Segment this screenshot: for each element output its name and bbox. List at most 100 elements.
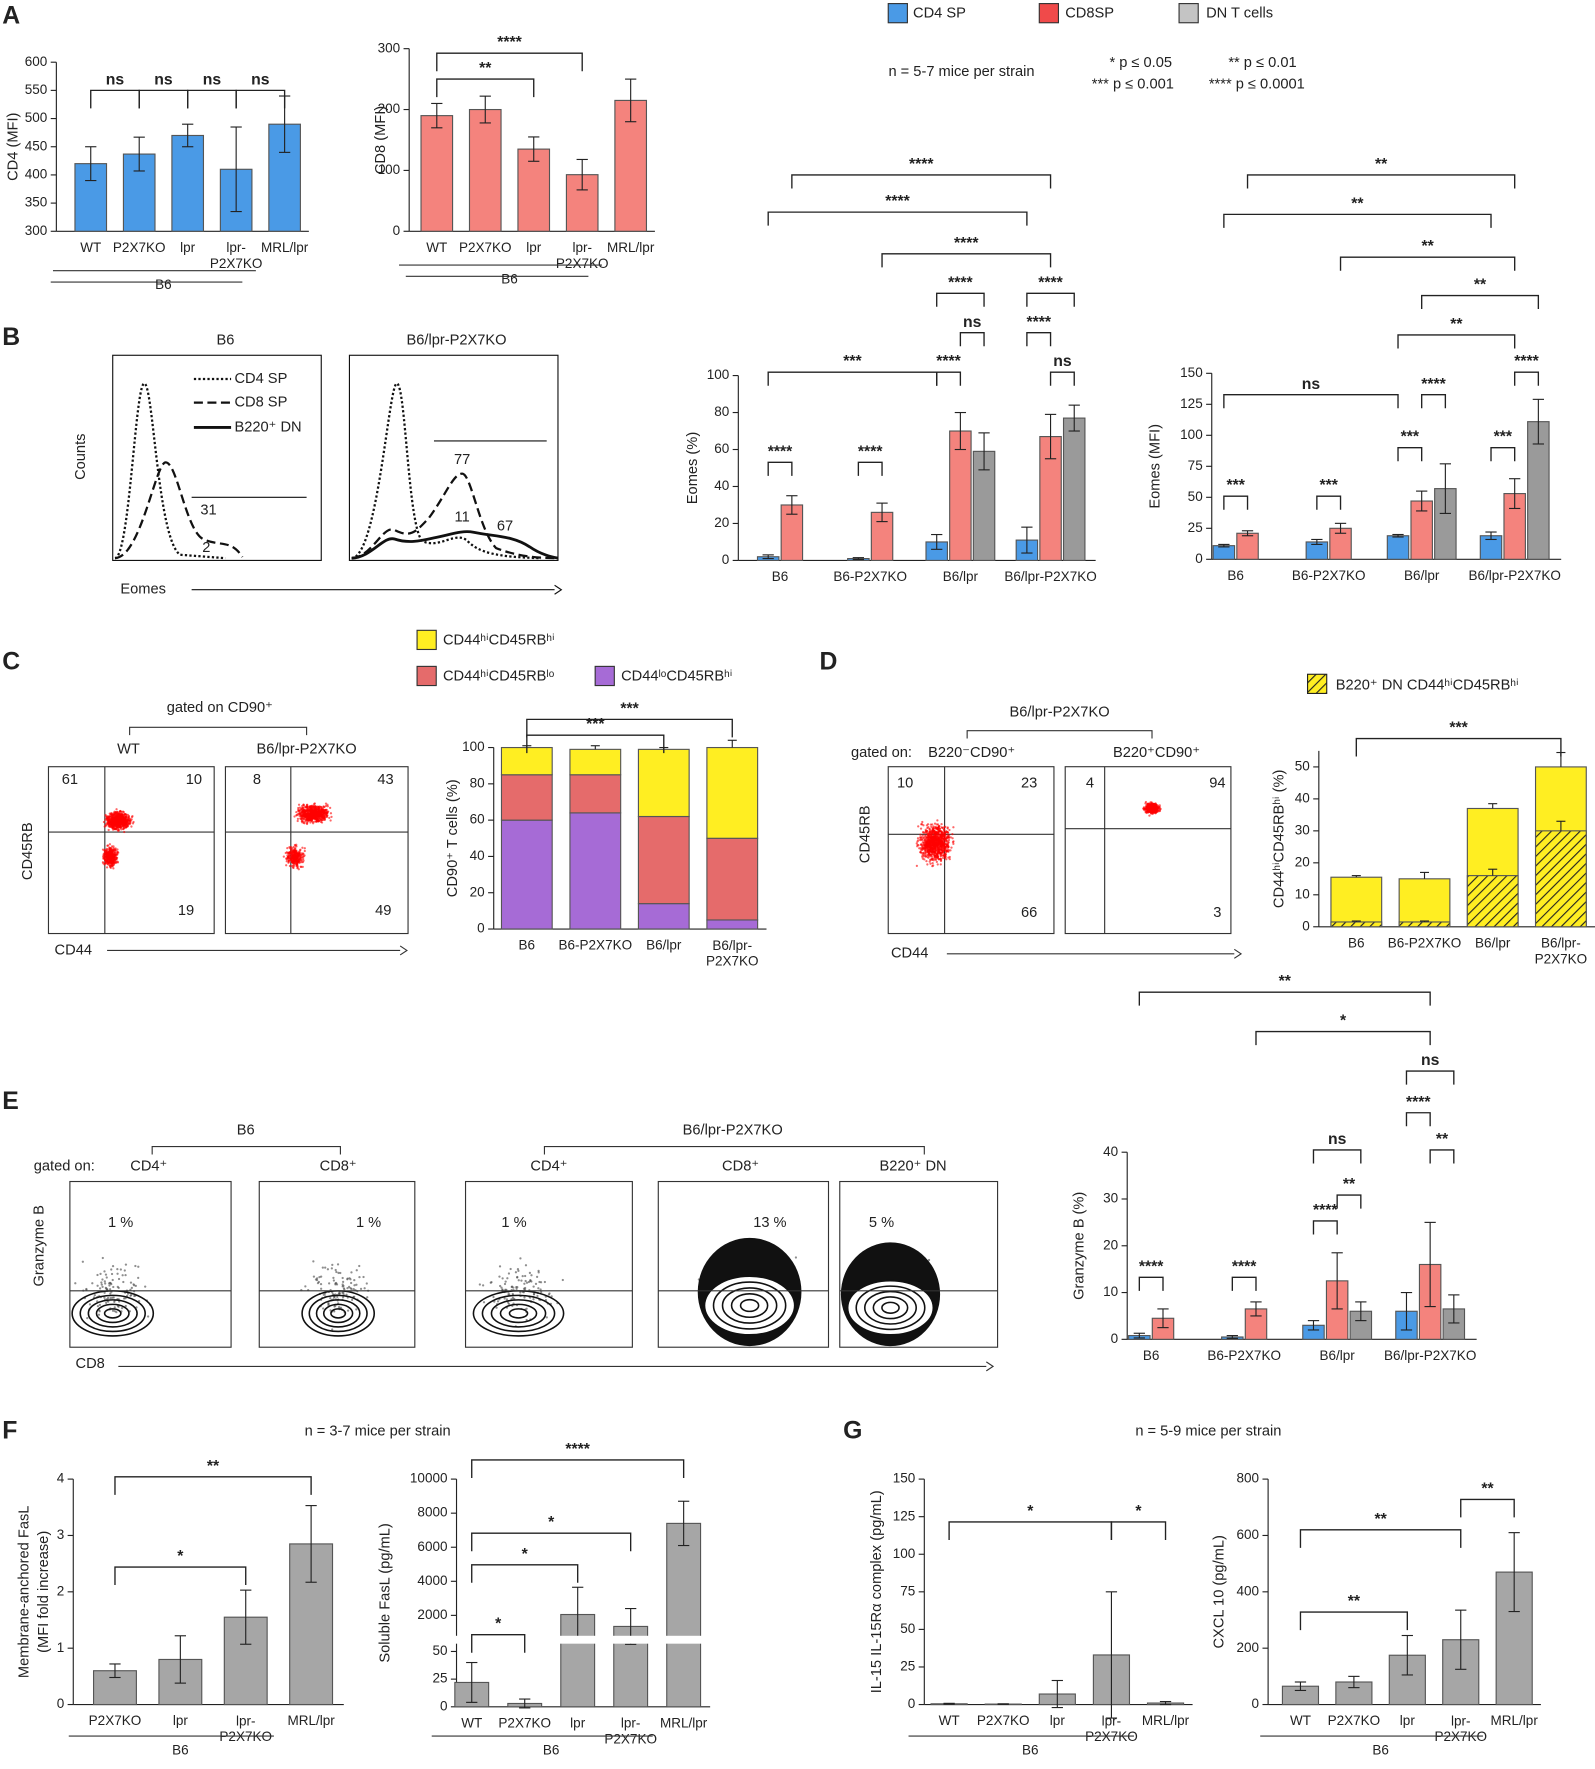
flow-event [74,1282,77,1285]
flow-event [511,1296,515,1299]
flow-event [1142,807,1146,810]
flow-event [298,855,301,859]
flow-event [320,821,324,824]
flow-event [293,861,296,864]
flow-event [922,851,925,854]
flow-event [534,1282,538,1285]
flow-event [329,819,332,822]
flow-label: 67 [497,518,513,534]
flow-event [545,1316,548,1319]
flow-event [926,863,929,866]
flow-event [127,822,130,825]
y-tick-label: 400 [25,167,48,182]
flow-event [939,833,942,837]
flow-label: 31 [200,503,216,519]
flow-event [939,858,942,861]
flow-event [936,845,939,849]
flow-event [932,832,936,835]
flow-event [286,846,289,850]
flow-event [291,856,294,859]
flow-event [110,849,114,852]
x-tick-label: lpr-P2X7KO [210,240,263,271]
p-value-key: ** p ≤ 0.01 [1228,55,1296,71]
flow-event [116,853,119,856]
flow-event [296,819,299,823]
flow-event [325,810,328,813]
flow-event [109,825,112,828]
flow-label: n = 3-7 mice per strain [305,1424,451,1440]
flow-label: gated on: [851,745,912,761]
flow-event [930,848,933,851]
flow-event [920,823,923,826]
flow-label: gated on: [34,1159,95,1175]
flow-event [516,1275,519,1279]
flow-event [289,851,292,855]
flow-event [1157,809,1160,812]
flow-event [134,1264,137,1268]
flow-event [310,805,313,808]
flow-event [124,1263,128,1266]
flow-event [928,850,931,854]
flow-event [561,1278,564,1282]
flow-event [921,841,924,844]
flow-event [105,852,108,855]
flow-event [299,848,302,851]
flow-event [339,1271,342,1275]
flow-event [116,1267,119,1271]
legend-label: CD4 SP [913,6,966,22]
flow-event [938,845,941,848]
flow-event [931,857,934,860]
flow-event [932,825,935,828]
flow-event [122,824,125,828]
flow-label: 61 [62,772,78,788]
flow-event [313,816,316,820]
flow-event [947,850,950,853]
flow-event [326,1268,330,1271]
flow-event [1150,804,1153,807]
flow-event [519,1257,522,1260]
flow-label: 1 % [356,1215,381,1231]
flow-label: CD44 [891,946,928,962]
flow-event [935,854,938,858]
flow-event [936,819,939,822]
flow-label: 77 [454,452,470,468]
flow-event [105,817,108,820]
flow-event [285,851,289,854]
flow-event [938,850,941,853]
flow-event [930,846,933,849]
flow-event [935,860,938,863]
flow-event [921,844,924,847]
flow-event [943,835,946,838]
flow-event [355,1283,358,1286]
flow-event [127,814,131,818]
group-label: B6 [155,277,172,292]
flow-event [113,827,116,830]
legend-swatch [1178,3,1199,24]
flow-event [307,818,310,821]
flow-event [326,805,329,808]
flow-event [127,819,131,822]
flow-event [507,1272,511,1275]
flow-event [112,861,115,864]
flow-event [303,817,306,821]
flow-event [118,816,121,819]
flow-event [312,1260,315,1263]
flow-event [548,1292,551,1295]
flow-event [503,1282,507,1286]
flow-event [1146,807,1149,810]
flow-event [296,817,300,821]
flow-event [296,813,299,816]
flow-event [923,835,927,838]
flow-event [301,853,304,857]
flow-event [297,853,301,856]
flow-event [294,844,297,847]
flow-event [950,846,953,849]
flow-event [96,1304,100,1308]
flow-event [323,805,326,809]
flow-event [520,1279,523,1282]
flow-event [303,806,306,809]
flow-event [120,822,124,825]
contour [881,1301,900,1314]
flow-event [330,1267,333,1270]
flow-event [299,815,302,818]
